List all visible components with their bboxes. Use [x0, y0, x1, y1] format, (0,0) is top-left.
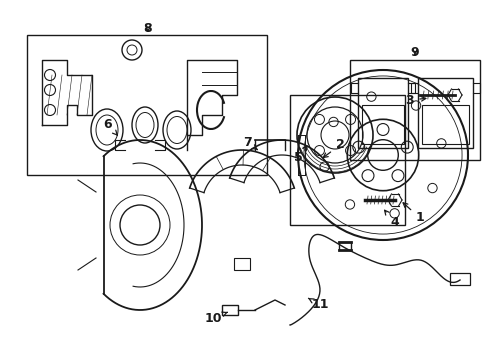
Bar — [349, 60, 479, 160]
Text: 8: 8 — [143, 22, 152, 35]
Text: 9: 9 — [410, 45, 418, 58]
Bar — [289, 95, 404, 225]
Text: 2: 2 — [323, 139, 344, 157]
Bar — [449, 273, 469, 285]
Text: 1: 1 — [402, 203, 424, 225]
Text: 4: 4 — [384, 210, 399, 230]
Bar — [417, 78, 472, 148]
Text: 6: 6 — [103, 118, 117, 135]
Bar — [27, 35, 266, 175]
Bar — [421, 105, 468, 144]
Bar — [222, 305, 238, 315]
Bar — [357, 78, 407, 148]
Text: 5: 5 — [293, 146, 306, 165]
Text: 11: 11 — [308, 298, 328, 311]
Bar — [234, 258, 249, 270]
Bar — [361, 105, 403, 144]
Text: 7: 7 — [243, 136, 257, 150]
Text: 3: 3 — [405, 94, 425, 107]
Text: 10: 10 — [204, 311, 227, 324]
